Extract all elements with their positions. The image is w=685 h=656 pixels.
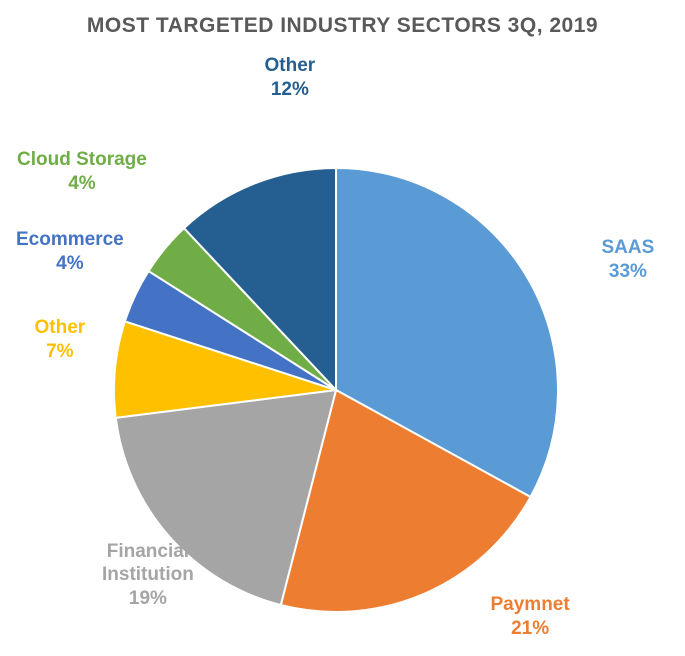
pie-slice-label: Paymnet 21% xyxy=(491,593,570,641)
pie-slice-label: Other 12% xyxy=(265,54,316,102)
pie-slice-label: Cloud Storage 4% xyxy=(17,148,147,196)
pie-slice-label: SAAS 33% xyxy=(602,236,655,284)
pie-slice-label: Financial Institution 19% xyxy=(102,540,194,611)
pie-slice-label: Ecommerce 4% xyxy=(16,228,124,276)
pie-chart-container: MOST TARGETED INDUSTRY SECTORS 3Q, 2019 … xyxy=(0,0,685,656)
pie-slice-label: Other 7% xyxy=(35,316,86,364)
